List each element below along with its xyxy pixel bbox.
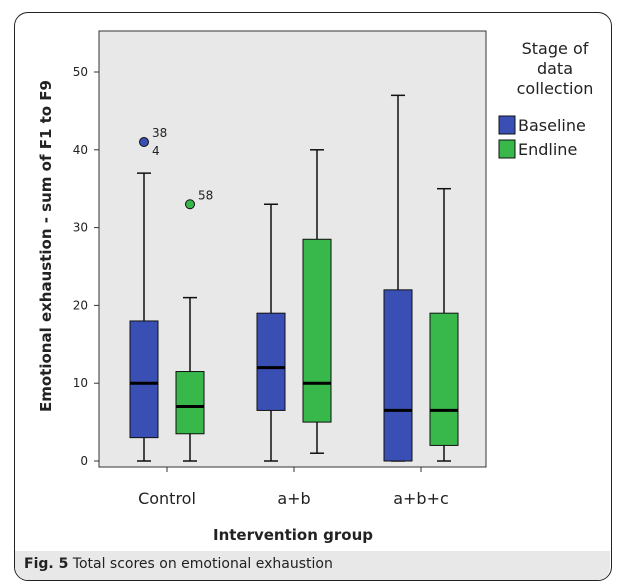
figure-caption: Fig. 5 Total scores on emotional exhaust… [24,556,333,572]
box-series [129,94,459,462]
outlier-label: 38 [152,126,167,140]
legend-label-baseline: Baseline [518,116,586,135]
y-axis: 0 10 20 30 40 50 [73,65,99,468]
box-iqr [429,312,459,446]
box-baseline-a+b [256,203,286,462]
box-endline-a+b [302,149,332,454]
x-axis: Control a+b a+b+c [138,467,449,508]
caption-text: Total scores on emotional exhaustion [72,556,333,572]
outlier-label: 4 [152,144,160,158]
outlier-label: 58 [198,188,213,202]
box-iqr [129,320,159,439]
x-tick-label: a+b [277,489,310,508]
box-baseline-control [129,172,159,462]
legend-label-endline: Endline [518,140,577,159]
y-tick-label: 20 [73,298,88,312]
x-tick-label: a+b+c [393,489,449,508]
legend-swatch-baseline [498,115,516,135]
y-axis-title: Emotional exhaustion - sum of F1 to F9 [37,80,55,412]
x-tick-label: Control [138,489,196,508]
y-tick-label: 30 [73,221,88,235]
legend-title: collection [517,79,594,98]
box-iqr [175,371,205,435]
box-iqr [256,312,286,411]
caption-label: Fig. 5 [24,556,69,572]
y-tick-label: 0 [80,454,88,468]
box-iqr [383,289,413,462]
outlier-points: 38 4 58 [139,126,213,210]
box-baseline-a+b+c [383,94,413,462]
y-tick-label: 40 [73,143,88,157]
caption-bar [15,551,610,580]
x-axis-title: Intervention group [213,526,373,544]
y-tick-label: 50 [73,65,88,79]
outlier-point [185,199,195,210]
legend-title: Stage of [522,39,589,58]
box-endline-a+b+c [429,187,459,462]
plot-area [98,30,487,468]
y-tick-label: 10 [73,376,88,390]
legend-swatch-endline [498,139,516,159]
box-iqr [302,238,332,423]
outlier-point [139,137,149,148]
box-endline-control [175,296,205,462]
legend-title: data [537,59,573,78]
